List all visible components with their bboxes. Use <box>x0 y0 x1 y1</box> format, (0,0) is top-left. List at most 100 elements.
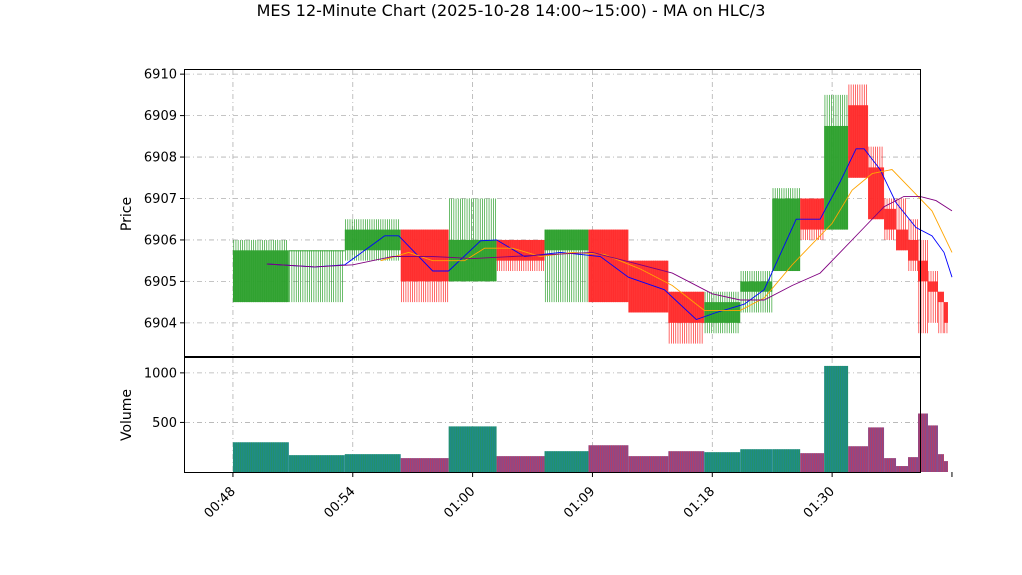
volume-bar <box>937 454 944 472</box>
volume-bar <box>668 451 705 472</box>
candle-body <box>400 229 449 282</box>
candle <box>927 271 938 323</box>
volume-bar <box>588 445 629 472</box>
candle <box>943 302 948 334</box>
price-tick-label: 6909 <box>144 109 177 124</box>
ma-line <box>380 169 953 311</box>
volume-bar-fill <box>288 455 345 472</box>
volume-tick-label: 1000 <box>144 366 177 381</box>
volume-bar <box>896 466 909 472</box>
volume-bar-fill <box>884 458 897 472</box>
price-panel: 6904 6905 6906 6907 6908 6909 6910 Price <box>119 68 953 357</box>
candle <box>704 291 741 334</box>
volume-axes-frame <box>184 357 921 473</box>
candle-body <box>884 208 897 230</box>
x-tick-label: 00:54 <box>321 484 358 521</box>
price-axes-frame <box>184 69 921 357</box>
candle-body <box>628 260 669 313</box>
candle-body <box>344 229 401 251</box>
volume-bar-fill <box>927 425 938 472</box>
candle-body <box>772 198 801 272</box>
candle-body <box>943 302 948 323</box>
volume-bar-fill <box>740 449 773 472</box>
price-tick-label: 6908 <box>144 151 177 166</box>
ma-line <box>266 195 953 301</box>
candle-body <box>824 125 849 230</box>
volume-bar-fill <box>544 451 589 472</box>
candle <box>772 188 801 272</box>
volume-panel: 500 1000 Volume <box>119 357 948 473</box>
x-tick-label: 01:09 <box>561 484 598 521</box>
candle-body <box>544 229 589 251</box>
candle-body <box>740 281 773 292</box>
volume-bar <box>448 426 497 472</box>
candle-body <box>937 291 944 303</box>
candle-body <box>918 260 928 282</box>
candle <box>884 198 897 240</box>
candle <box>288 250 345 303</box>
volume-bar <box>740 449 773 472</box>
candle <box>848 84 869 178</box>
chart-title: MES 12-Minute Chart (2025-10-28 14:00~15… <box>257 1 766 20</box>
candle <box>918 239 928 334</box>
volume-bar-fill <box>918 413 928 472</box>
candle <box>668 291 705 344</box>
candle-body <box>800 198 825 230</box>
x-axis: 00:48 00:54 01:00 01:09 01:18 01:30 <box>202 472 953 521</box>
volume-axis-label: Volume <box>119 389 135 441</box>
volume-tick-label: 500 <box>152 416 177 431</box>
x-tick-label: 01:18 <box>681 484 718 521</box>
candle <box>740 271 773 313</box>
volume-bar <box>908 457 919 472</box>
candle <box>824 94 849 230</box>
price-tick-label: 6907 <box>144 192 177 207</box>
volume-bar-fill <box>344 454 401 472</box>
candle <box>588 229 629 303</box>
volume-bar-fill <box>772 449 801 472</box>
volume-bar <box>927 425 938 472</box>
candle <box>232 239 289 303</box>
x-tick-label: 00:48 <box>202 484 239 521</box>
volume-bar <box>918 413 928 472</box>
x-tick-label: 01:30 <box>801 484 838 521</box>
volume-bar-fill <box>908 457 919 472</box>
price-tick-label: 6905 <box>144 275 177 290</box>
candle <box>937 291 944 334</box>
candle-body <box>588 229 629 303</box>
x-tick-label: 01:00 <box>441 484 478 521</box>
volume-bar-fill <box>668 451 705 472</box>
candle-body <box>288 250 345 252</box>
candle-body <box>848 105 869 178</box>
volume-bar <box>800 453 825 472</box>
candle-body <box>704 302 741 323</box>
volume-bar <box>344 454 401 472</box>
candle <box>868 146 885 220</box>
volume-bar <box>628 456 669 472</box>
price-axis-label: Price <box>119 197 135 231</box>
price-tick-label: 6910 <box>144 68 177 83</box>
volume-bar <box>884 458 897 472</box>
price-tick-label: 6904 <box>144 316 177 331</box>
volume-bar <box>544 451 589 472</box>
volume-bar <box>400 458 449 472</box>
volume-bar-fill <box>704 452 741 472</box>
candle <box>544 229 589 303</box>
price-tick-label: 6906 <box>144 233 177 248</box>
ma-line <box>266 148 953 321</box>
candle-body <box>908 239 919 261</box>
volume-bar <box>868 427 885 472</box>
volume-bar <box>704 452 741 472</box>
volume-bar <box>772 449 801 472</box>
volume-bar-fill <box>943 461 948 472</box>
volume-bar <box>288 455 345 472</box>
volume-bar <box>848 446 869 472</box>
volume-bar-fill <box>896 466 909 472</box>
candle-body <box>896 229 909 251</box>
candle <box>896 198 909 251</box>
volume-bar <box>824 365 849 472</box>
candle-body <box>927 281 938 292</box>
volume-bar-fill <box>588 445 629 472</box>
volume-bar-fill <box>232 442 289 472</box>
candle <box>908 219 919 272</box>
